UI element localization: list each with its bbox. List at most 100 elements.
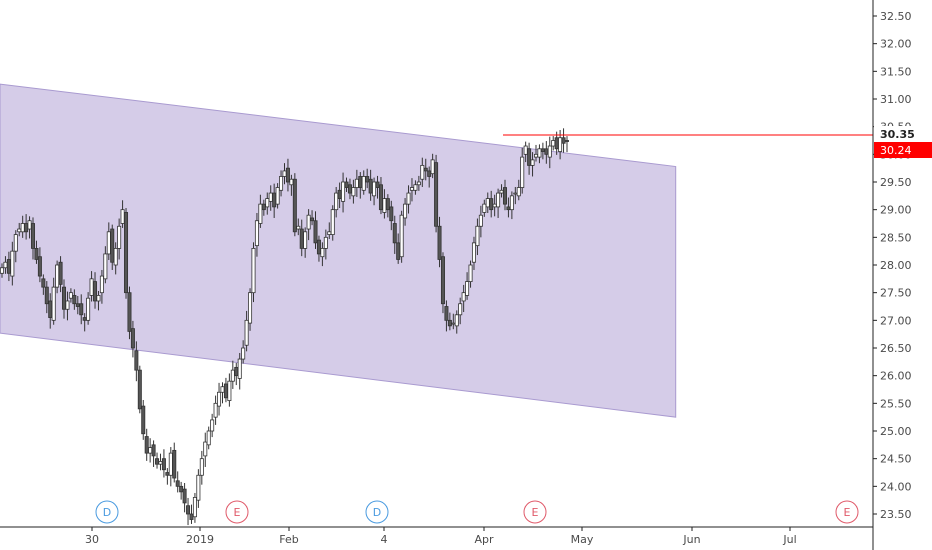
- candle-body: [327, 231, 332, 235]
- candle: [117, 218, 122, 260]
- x-axis-ticks: 30 2019 Feb 4 Apr May Jun Jul: [85, 527, 797, 546]
- candle: [65, 291, 70, 321]
- candle-body: [558, 137, 563, 152]
- candle-body: [96, 295, 101, 302]
- candle-body: [499, 189, 504, 194]
- y-tick-label: 23.50: [880, 508, 912, 521]
- candle-body: [110, 228, 115, 263]
- candle-body: [533, 153, 538, 158]
- candle: [172, 442, 177, 483]
- candle: [423, 158, 428, 181]
- candle: [285, 158, 290, 192]
- candle-body: [99, 275, 104, 294]
- candle: [413, 180, 418, 195]
- candle-body: [144, 436, 149, 454]
- x-tick-label: Apr: [474, 533, 494, 546]
- y-tick-label: 29.50: [880, 176, 912, 189]
- candle: [454, 310, 459, 334]
- candle: [296, 218, 301, 236]
- dividend-event-badge[interactable]: D: [95, 500, 119, 524]
- candle: [93, 272, 98, 309]
- candle-body: [141, 405, 146, 435]
- candle: [161, 449, 166, 478]
- candle-body: [10, 250, 15, 277]
- x-tick-label: 2019: [186, 533, 214, 546]
- candle: [310, 210, 315, 226]
- candle-body: [72, 295, 77, 305]
- candle: [399, 210, 404, 263]
- earnings-event-badge[interactable]: E: [523, 500, 547, 524]
- candle-body: [523, 145, 528, 155]
- candle: [72, 289, 77, 310]
- candle: [230, 360, 235, 389]
- candle-body: [392, 223, 397, 244]
- candle-body: [540, 148, 545, 152]
- candle-body: [127, 292, 132, 332]
- candle-body: [117, 225, 122, 249]
- dividend-event-badge[interactable]: D: [365, 500, 389, 524]
- candle: [323, 229, 328, 260]
- candle: [461, 284, 466, 313]
- candle-body: [365, 176, 370, 183]
- candle-body: [189, 513, 194, 520]
- candle: [165, 468, 170, 485]
- candle-body: [403, 203, 408, 219]
- event-badge-circle: [365, 500, 389, 524]
- candle: [13, 230, 18, 263]
- candle: [31, 217, 36, 260]
- candle: [403, 198, 408, 226]
- candle-body: [217, 391, 222, 407]
- candle: [530, 152, 535, 177]
- candle: [151, 440, 156, 467]
- candle: [237, 352, 242, 390]
- candle: [516, 179, 521, 201]
- candle: [372, 177, 377, 206]
- candle-body: [13, 234, 18, 252]
- candle: [203, 432, 208, 467]
- candle: [334, 186, 339, 218]
- candle-body: [320, 247, 325, 258]
- candle-body: [192, 496, 197, 518]
- y-tick-label: 26.50: [880, 342, 912, 355]
- y-tick-label: 26.00: [880, 370, 912, 383]
- candle: [434, 154, 439, 233]
- candle: [292, 173, 297, 237]
- candle-body: [182, 488, 187, 504]
- candle-body: [282, 170, 287, 177]
- candle: [551, 136, 556, 151]
- candle-body: [299, 228, 304, 249]
- candle-body: [251, 247, 256, 294]
- candle: [241, 340, 246, 364]
- candle-body: [423, 167, 428, 172]
- candle-body: [161, 458, 166, 471]
- y-tick-label: 24.50: [880, 453, 912, 466]
- candle: [537, 144, 542, 164]
- candle: [385, 194, 390, 218]
- candle-body: [103, 253, 108, 280]
- earnings-event-badge[interactable]: E: [225, 500, 249, 524]
- candle: [509, 191, 514, 220]
- y-tick-label: 32.50: [880, 10, 912, 23]
- candle-body: [527, 148, 532, 166]
- candle: [303, 227, 308, 258]
- candle: [251, 242, 256, 303]
- y-tick-label: 27.50: [880, 287, 912, 300]
- candle-body: [306, 214, 311, 230]
- candle-body: [244, 319, 249, 346]
- candle-body: [34, 247, 39, 260]
- candle-body: [351, 187, 356, 197]
- candle-body: [513, 192, 518, 195]
- candle-body: [151, 444, 156, 457]
- candle: [134, 341, 139, 382]
- candle: [110, 224, 115, 270]
- candle-body: [113, 247, 118, 266]
- event-badge-label: D: [103, 506, 111, 519]
- earnings-event-badge[interactable]: E: [835, 500, 859, 524]
- x-tick-label: Jun: [682, 533, 700, 546]
- y-tick-label: 29.00: [880, 204, 912, 217]
- candle-body: [175, 480, 180, 487]
- candle: [62, 279, 67, 319]
- candle-body: [3, 261, 8, 269]
- candle-body: [485, 198, 490, 208]
